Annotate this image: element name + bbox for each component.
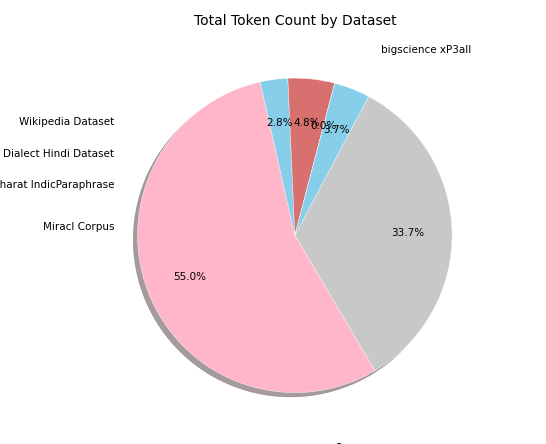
Text: Dialect Hindi Dataset: Dialect Hindi Dataset <box>3 149 114 159</box>
Wedge shape <box>260 78 295 235</box>
Wedge shape <box>295 83 369 235</box>
Text: Oscar: Oscar <box>335 443 365 444</box>
Title: Total Token Count by Dataset: Total Token Count by Dataset <box>193 14 396 28</box>
Text: ai4bharat IndicParaphrase: ai4bharat IndicParaphrase <box>0 180 114 190</box>
Text: 55.0%: 55.0% <box>173 272 206 282</box>
Text: 0.0%: 0.0% <box>311 121 337 131</box>
Text: 33.7%: 33.7% <box>391 228 425 238</box>
Text: 2.8%: 2.8% <box>266 118 293 128</box>
Text: bigscience xP3all: bigscience xP3all <box>381 45 472 55</box>
Wedge shape <box>295 96 452 371</box>
Text: 4.8%: 4.8% <box>294 118 320 128</box>
Wedge shape <box>288 78 335 235</box>
Text: 3.7%: 3.7% <box>323 125 349 135</box>
Text: Miracl Corpus: Miracl Corpus <box>43 222 114 233</box>
Wedge shape <box>295 83 335 235</box>
Wedge shape <box>138 82 375 392</box>
Text: Wikipedia Dataset: Wikipedia Dataset <box>19 117 114 127</box>
